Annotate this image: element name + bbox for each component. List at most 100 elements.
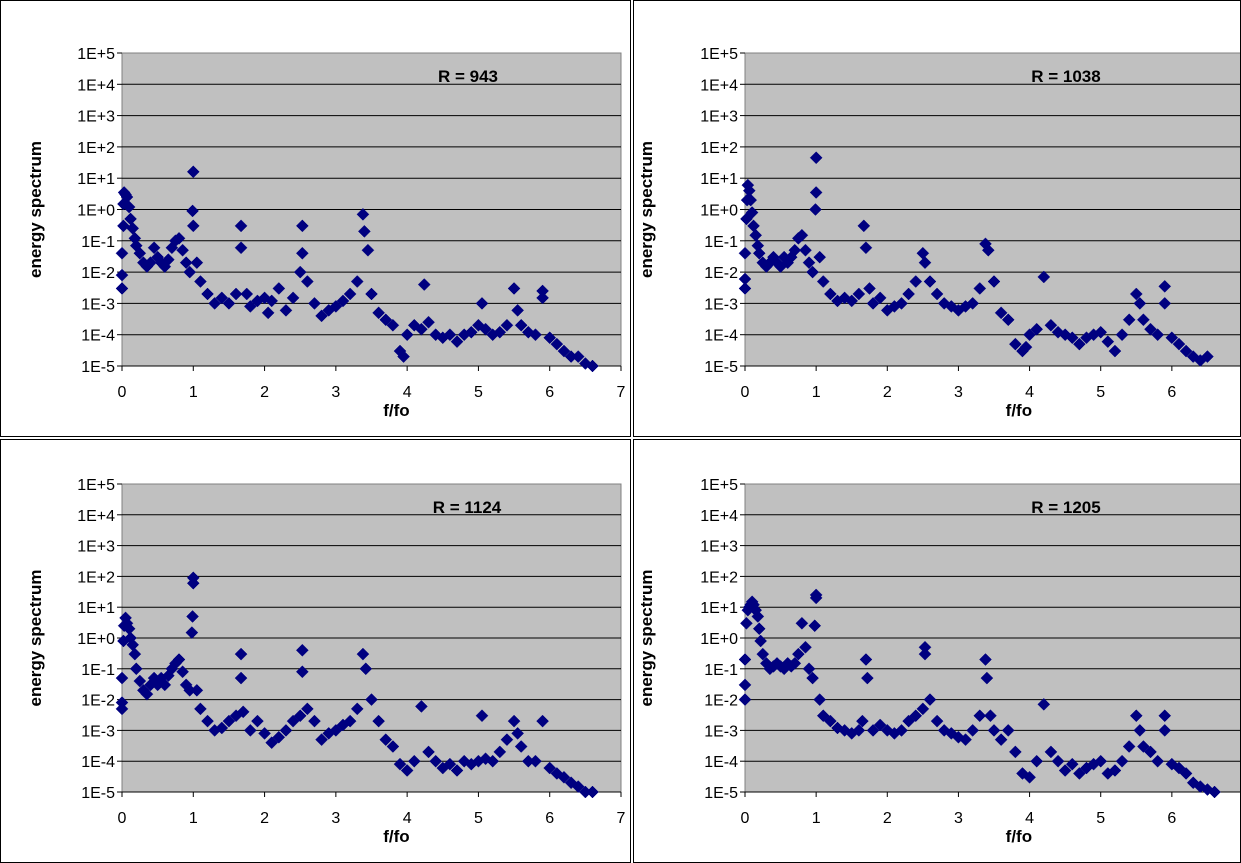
data-point	[852, 287, 866, 301]
y-tick-label: 1E+4	[700, 77, 738, 94]
data-point	[129, 662, 143, 676]
data-point	[1158, 709, 1172, 723]
x-axis-label: f/fo	[1006, 827, 1032, 846]
chart-panel-2: 1E-5 1E-4 1E-3 1E-2 1E-1 1E+0 1E+1 1E+2 1E+3 1E+4…	[633, 0, 1241, 437]
data-point	[1179, 344, 1193, 358]
y-tick-label: 1E-5	[81, 359, 115, 376]
data-point	[379, 733, 393, 747]
data-point	[745, 206, 759, 219]
data-point	[186, 165, 200, 179]
y-tick-label: 1E+5	[77, 477, 115, 494]
y-tick-label: 1E-3	[81, 723, 115, 740]
data-point	[788, 657, 802, 670]
data-point	[240, 287, 254, 301]
data-point	[161, 253, 175, 266]
data-point	[379, 313, 393, 327]
y-tick-label: 1E-1	[81, 662, 115, 679]
data-point	[443, 757, 457, 771]
data-point	[795, 228, 809, 242]
data-point	[243, 724, 257, 737]
data-point	[571, 780, 585, 793]
data-point	[361, 243, 375, 257]
data-point	[1065, 331, 1079, 345]
data-point	[336, 294, 350, 308]
y-tick-label: 1E+0	[77, 203, 115, 220]
data-point	[861, 671, 874, 685]
data-point	[183, 265, 197, 279]
chart-svg: 1E-5 1E-4 1E-3 1E-2 1E-1 1E+0 1E+1 1E+2 1E+3 1E+4…	[637, 477, 1240, 846]
data-point	[824, 287, 837, 301]
y-tick-label: 1E+4	[700, 508, 738, 525]
data-point	[1158, 280, 1172, 293]
data-point	[315, 309, 328, 323]
data-point	[144, 256, 157, 270]
data-point	[464, 325, 478, 339]
data-point	[475, 297, 489, 310]
data-point	[1151, 328, 1164, 342]
data-point	[397, 350, 410, 363]
chart-annotation: R = 1124	[433, 498, 502, 517]
data-point	[987, 724, 1001, 737]
data-point	[507, 714, 521, 728]
y-tick-label: 1E-3	[704, 296, 738, 313]
data-point	[422, 315, 435, 329]
x-tick-label: 4	[1025, 384, 1034, 401]
data-point	[1065, 757, 1079, 771]
data-point	[128, 647, 142, 661]
data-point	[1023, 328, 1036, 342]
data-point	[536, 291, 549, 305]
y-tick-label: 1E-4	[81, 328, 115, 345]
data-point	[1101, 335, 1115, 348]
data-point	[802, 662, 816, 676]
data-point	[979, 653, 992, 666]
data-point	[234, 241, 248, 255]
data-point	[806, 671, 819, 685]
x-tick-label: 5	[1096, 384, 1105, 401]
data-point	[243, 300, 257, 313]
x-tick-label: 2	[883, 810, 892, 827]
data-point	[115, 268, 129, 282]
y-tick-label: 1E-5	[704, 359, 738, 376]
data-point	[550, 337, 564, 351]
y-tick-label: 1E+3	[700, 539, 738, 556]
data-point	[752, 246, 766, 260]
y-tick-label: 1E-4	[704, 328, 738, 345]
data-point	[500, 318, 514, 332]
x-axis-label: f/fo	[383, 827, 409, 846]
y-tick-label: 1E+2	[77, 140, 115, 157]
data-point	[295, 643, 309, 657]
data-point	[293, 709, 307, 723]
y-tick-label: 1E-2	[704, 265, 738, 282]
data-point	[415, 700, 428, 713]
data-point	[190, 256, 204, 270]
data-point	[486, 754, 500, 768]
data-point	[356, 207, 370, 221]
data-point	[234, 647, 248, 661]
y-tick-label: 1E+1	[700, 600, 738, 617]
y-tick-label: 1E-4	[704, 754, 738, 771]
data-point	[984, 709, 997, 723]
data-point	[295, 246, 309, 260]
data-point	[1151, 754, 1164, 768]
data-point	[1073, 767, 1086, 780]
data-point	[529, 328, 542, 342]
data-point	[251, 714, 264, 728]
data-point	[215, 721, 229, 735]
x-tick-label: 7	[617, 384, 626, 401]
data-point	[1023, 770, 1036, 784]
data-point	[987, 275, 1001, 288]
data-point	[350, 702, 364, 716]
data-point	[133, 674, 147, 688]
data-point	[429, 754, 443, 768]
data-point	[571, 350, 585, 363]
y-tick-label: 1E+5	[700, 477, 738, 494]
data-point	[816, 275, 830, 288]
data-point	[514, 318, 528, 332]
data-point	[295, 665, 309, 679]
data-point	[356, 647, 370, 661]
x-tick-label: 6	[545, 810, 554, 827]
y-tick-label: 1E+3	[77, 109, 115, 126]
data-point	[365, 693, 378, 706]
x-tick-label: 5	[474, 384, 483, 401]
data-point	[1030, 322, 1044, 336]
